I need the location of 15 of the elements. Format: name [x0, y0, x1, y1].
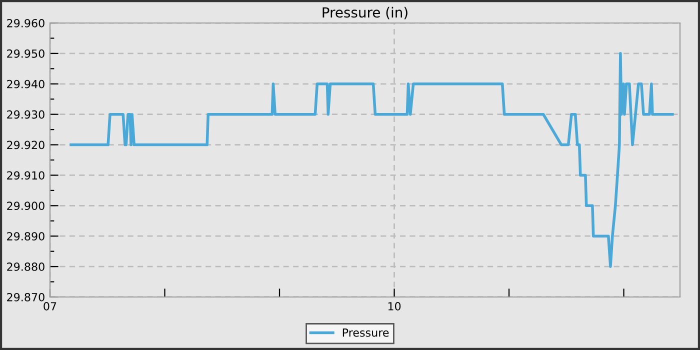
y-tick-label: 29.920 [7, 140, 44, 150]
y-tick-label: 29.870 [7, 292, 44, 302]
y-tick-label: 29.930 [7, 110, 44, 119]
x-tick-label: 07 [44, 302, 56, 310]
y-tick-label: 29.890 [7, 232, 44, 240]
y-tick-label: 29.910 [7, 171, 44, 180]
x-tick-label: 10 [388, 302, 401, 310]
line-series [70, 52, 674, 268]
y-tick-label: 29.880 [7, 262, 44, 271]
y-tick-label: 29.940 [7, 80, 44, 88]
y-tick-label: 29.960 [7, 18, 44, 28]
y-tick-label: 29.900 [7, 202, 44, 210]
legend-label: Pressure [342, 328, 389, 337]
chart-title: Pressure (in) [322, 6, 408, 20]
y-tick-label: 29.950 [7, 49, 44, 58]
